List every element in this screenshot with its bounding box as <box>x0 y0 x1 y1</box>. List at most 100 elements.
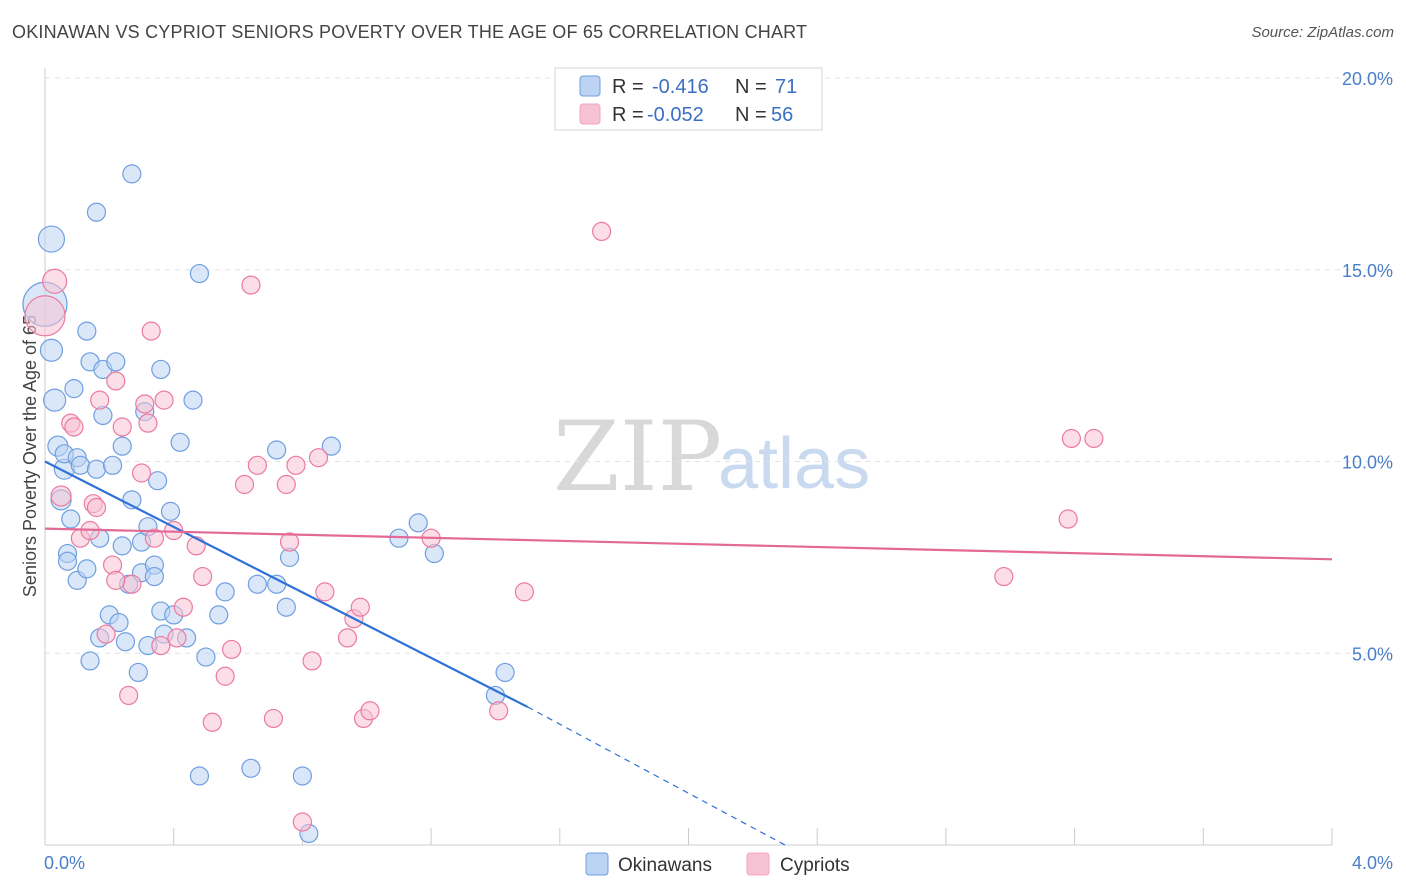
legend-r-label-cypriots: R = <box>612 104 644 126</box>
okinawan-point-30 <box>112 436 132 456</box>
okinawan-point-14 <box>70 455 90 475</box>
cypriot-point-17 <box>135 394 155 414</box>
watermark-zip: ZIP <box>553 401 722 513</box>
cypriot-point-28 <box>202 712 222 732</box>
okinawan-point-2 <box>39 338 64 362</box>
watermark-atlas: atlas <box>718 424 870 504</box>
cypriot-point-36 <box>279 532 300 552</box>
legend-r-value-cypriots: -0.052 <box>647 104 704 126</box>
y-tick-label-2: 15.0% <box>1342 261 1393 281</box>
cypriot-point-37 <box>286 455 306 475</box>
cypriot-point-41 <box>315 582 335 602</box>
cypriot-point-21 <box>151 635 171 656</box>
okinawan-point-58 <box>267 574 287 594</box>
okinawan-point-20 <box>86 202 107 222</box>
okinawan-trend-line <box>44 460 529 708</box>
trend-lines <box>44 460 1333 846</box>
legend-n-label-okinawans: N = <box>735 76 767 98</box>
okinawan-point-31 <box>115 632 136 652</box>
okinawan-point-28 <box>109 612 129 633</box>
cypriot-point-13 <box>112 417 132 437</box>
series-legend-label-okinawans: Okinawans <box>618 855 712 876</box>
cypriot-trend-line <box>44 527 1333 561</box>
cypriots-points <box>24 221 1104 832</box>
okinawan-point-59 <box>267 440 287 460</box>
cypriot-point-1 <box>42 268 68 294</box>
okinawan-point-49 <box>170 432 190 452</box>
cypriot-point-46 <box>360 701 380 721</box>
cypriot-point-31 <box>234 474 255 495</box>
cypriot-point-33 <box>247 455 267 475</box>
cypriot-point-9 <box>90 390 110 410</box>
cypriot-point-42 <box>337 628 358 648</box>
cypriot-point-40 <box>308 448 329 468</box>
okinawan-point-55 <box>209 605 229 625</box>
okinawan-point-33 <box>122 164 142 184</box>
legend-n-value-cypriots: 56 <box>771 104 793 126</box>
series-legend-swatch-okinawans <box>585 852 609 876</box>
stats-legend: R = -0.416 N = 71 R = -0.052 N = 56 <box>554 67 823 131</box>
okinawan-point-16 <box>77 559 97 579</box>
cypriot-point-35 <box>276 474 296 495</box>
okinawan-point-19 <box>86 459 107 479</box>
okinawan-point-56 <box>215 582 235 602</box>
okinawan-point-44 <box>151 359 171 380</box>
okinawan-point-52 <box>189 263 210 284</box>
y-tick-label-1: 10.0% <box>1342 453 1393 473</box>
cypriot-point-25 <box>173 597 193 617</box>
cypriot-point-24 <box>167 628 187 648</box>
cypriot-point-27 <box>193 566 213 587</box>
cypriot-point-12 <box>106 371 126 391</box>
okinawan-point-54 <box>196 647 216 667</box>
series-legend-label-cypriots: Cypriots <box>780 855 850 876</box>
okinawan-point-42 <box>144 566 164 587</box>
okinawan-point-35 <box>128 662 148 683</box>
cypriot-point-2 <box>50 485 72 507</box>
okinawan-point-3 <box>43 388 67 412</box>
y-tick-label-3: 20.0% <box>1342 69 1393 89</box>
cypriot-point-49 <box>514 582 535 602</box>
watermark: ZIP atlas <box>553 401 870 513</box>
y-tick-labels: 5.0% 10.0% 15.0% 20.0% <box>1342 69 1393 664</box>
okinawan-point-11 <box>64 379 84 399</box>
okinawan-point-43 <box>148 471 168 491</box>
okinawan-trend-extension <box>527 706 786 846</box>
cypriot-point-55 <box>106 570 126 590</box>
y-axis-label: Seniors Poverty Over the Age of 65 <box>20 315 40 597</box>
okinawan-point-51 <box>183 390 203 410</box>
okinawan-point-1 <box>37 225 66 253</box>
y-tick-label-0: 5.0% <box>1352 644 1393 664</box>
okinawan-point-60 <box>276 597 296 617</box>
okinawan-point-57 <box>241 758 261 778</box>
series-legend-swatch-cypriots <box>746 852 770 876</box>
cypriot-point-30 <box>222 639 242 660</box>
cypriot-point-20 <box>144 528 164 548</box>
legend-n-label-cypriots: N = <box>735 104 767 126</box>
x-tick-label-min: 0.0% <box>44 853 85 873</box>
cypriot-point-39 <box>302 651 322 671</box>
okinawan-point-62 <box>292 766 312 786</box>
okinawan-point-64 <box>321 436 341 456</box>
cypriot-point-18 <box>138 413 158 433</box>
cypriot-point-19 <box>141 321 161 341</box>
legend-swatch-okinawans <box>579 75 601 97</box>
okinawan-point-69 <box>495 662 515 683</box>
cypriot-point-0 <box>24 295 66 337</box>
cypriot-point-16 <box>131 463 152 483</box>
legend-r-label-okinawans: R = <box>612 76 644 98</box>
chart-title: OKINAWAN VS CYPRIOT SENIORS POVERTY OVER… <box>12 22 808 42</box>
okinawan-point-15 <box>77 321 97 341</box>
okinawan-point-26 <box>102 455 123 475</box>
okinawan-point-70 <box>247 574 267 594</box>
okinawan-point-10 <box>61 509 81 529</box>
okinawan-point-53 <box>189 766 210 786</box>
cypriot-point-10 <box>96 624 116 644</box>
cypriot-point-22 <box>154 390 174 410</box>
okinawan-point-18 <box>80 651 100 671</box>
cypriot-point-50 <box>592 221 612 241</box>
cypriot-point-52 <box>1058 509 1078 529</box>
cypriot-point-44 <box>350 597 370 617</box>
okinawan-point-66 <box>408 513 428 533</box>
series-legend: Okinawans Cypriots <box>585 852 850 876</box>
